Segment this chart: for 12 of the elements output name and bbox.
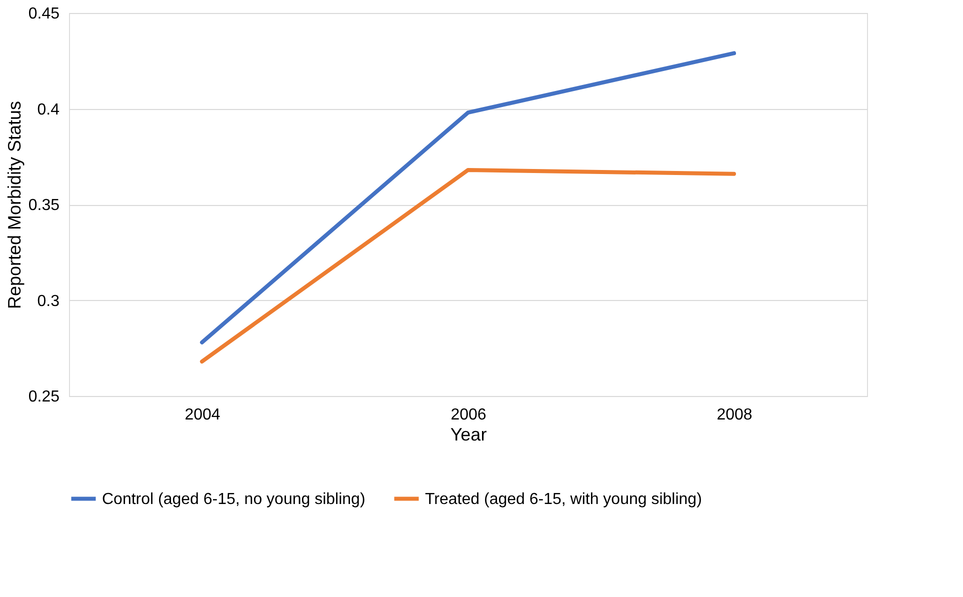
y-tick-label: 0.25 bbox=[28, 388, 60, 406]
legend-label: Treated (aged 6-15, with young sibling) bbox=[425, 490, 702, 508]
y-tick-label: 0.4 bbox=[37, 101, 60, 118]
x-tick-label: 2004 bbox=[184, 406, 220, 424]
x-tick-label: 2006 bbox=[450, 406, 486, 424]
y-axis-title: Reported Morbidity Status bbox=[4, 100, 24, 310]
y-tick-label: 0.3 bbox=[37, 292, 60, 310]
x-axis-title: Year bbox=[450, 424, 487, 444]
y-tick-label: 0.45 bbox=[28, 6, 60, 22]
y-tick-label: 0.35 bbox=[28, 197, 60, 214]
x-tick-label: 2008 bbox=[716, 406, 752, 424]
legend-label: Control (aged 6-15, no young sibling) bbox=[102, 490, 366, 508]
